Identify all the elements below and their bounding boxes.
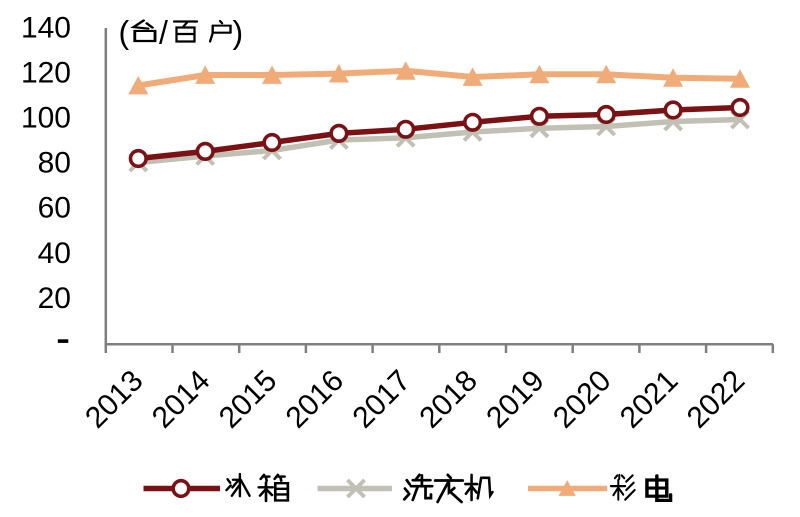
svg-text:(: (: [119, 15, 130, 51]
svg-text:40: 40: [38, 237, 71, 270]
svg-text:120: 120: [21, 56, 71, 89]
svg-text:20: 20: [38, 282, 71, 315]
svg-text:/: /: [159, 15, 168, 51]
svg-text:80: 80: [38, 147, 71, 180]
svg-text:60: 60: [38, 192, 71, 225]
svg-text:140: 140: [21, 11, 71, 44]
svg-text:): ): [233, 15, 244, 51]
svg-text:100: 100: [21, 102, 71, 135]
